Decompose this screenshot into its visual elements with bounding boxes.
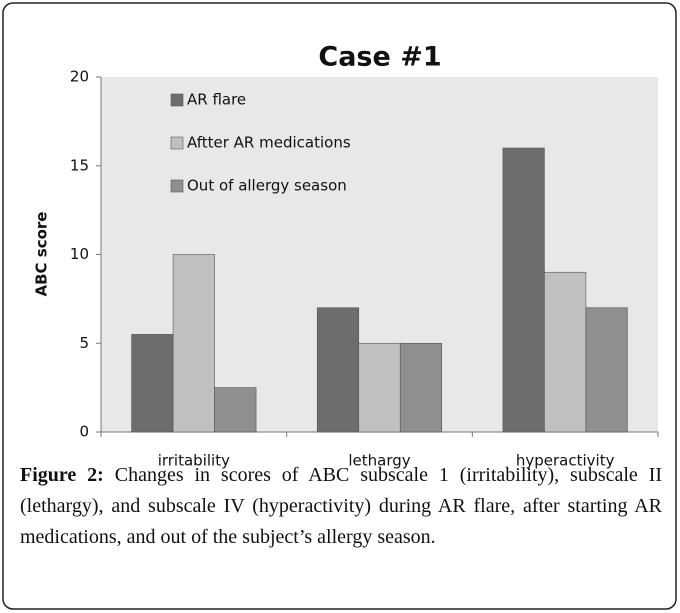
legend-swatch (170, 136, 184, 150)
bar (316, 307, 360, 433)
legend-swatch (170, 179, 184, 193)
bar (358, 342, 401, 433)
legend-swatch (170, 93, 184, 107)
legend-label: Out of allergy season (187, 177, 347, 195)
y-axis-label: ABC score (33, 212, 51, 297)
x-tick-label: hyperactivity (516, 452, 615, 470)
bar (131, 334, 174, 433)
y-tick-label: 20 (70, 68, 89, 86)
bar (502, 147, 545, 433)
y-tick-label: 15 (70, 156, 89, 174)
bar (544, 271, 587, 433)
chart-title: Case #1 (318, 42, 441, 73)
legend-label: Aftter AR medications (187, 134, 351, 152)
y-tick-label: 0 (79, 423, 89, 441)
caption: Figure 2: Changes in scores of ABC subsc… (20, 460, 662, 553)
x-tick-label: irritability (158, 452, 230, 470)
bar (214, 387, 257, 433)
legend-label: AR flare (187, 91, 246, 109)
x-tick-label: lethargy (348, 452, 410, 470)
y-tick-label: 5 (79, 334, 89, 352)
bar (585, 307, 628, 433)
caption-text: Changes in scores of ABC subscale 1 (irr… (20, 464, 663, 548)
bar (399, 342, 443, 433)
bar (172, 254, 215, 433)
y-tick-label: 10 (70, 245, 89, 263)
caption-label: Figure 2: (20, 464, 104, 486)
